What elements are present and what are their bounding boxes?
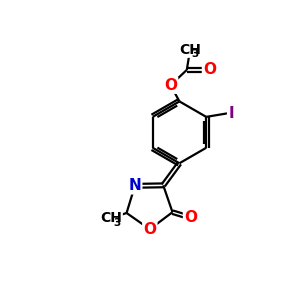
Text: CH: CH [179, 43, 201, 57]
Text: O: O [184, 210, 197, 225]
Text: O: O [143, 222, 156, 237]
Text: 3: 3 [113, 218, 121, 228]
Text: 3: 3 [192, 49, 199, 59]
Text: CH: CH [100, 211, 122, 225]
Text: O: O [164, 78, 177, 93]
Text: O: O [203, 62, 216, 77]
Text: N: N [128, 178, 141, 193]
Text: I: I [228, 106, 234, 121]
